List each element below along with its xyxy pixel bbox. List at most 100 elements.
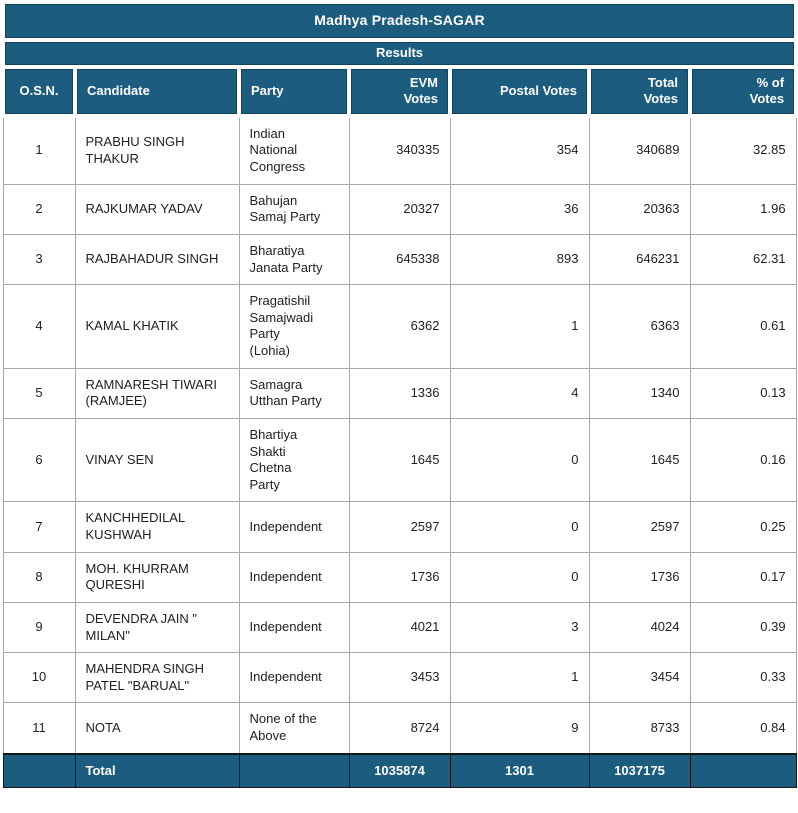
- cell-total: 1645: [588, 417, 691, 503]
- cell-osn: 7: [2, 501, 76, 553]
- total-cell-party: [238, 752, 350, 789]
- cell-evm: 8724: [348, 702, 451, 755]
- cell-party: Bharatiya Janata Party: [238, 233, 350, 286]
- cell-pct: 62.31: [689, 233, 797, 286]
- cell-candidate: VINAY SEN: [74, 417, 240, 503]
- cell-osn: 4: [2, 284, 76, 369]
- table-row: 3 RAJBAHADUR SINGH Bharatiya Janata Party 6…: [2, 233, 797, 286]
- cell-party: Pragatishil Samajwadi Party (Lohia): [238, 284, 350, 369]
- cell-postal: 4: [449, 367, 590, 419]
- cell-party: Indian National Congress: [238, 115, 350, 185]
- column-header-evm: EVM Votes: [347, 64, 452, 118]
- cell-postal: 0: [449, 501, 590, 553]
- cell-candidate: MAHENDRA SINGH PATEL "BARUAL": [74, 652, 240, 704]
- table-row: 11 NOTA None of the Above 8724 9 8733 0.84: [2, 702, 797, 755]
- results-subtitle: Results: [0, 37, 798, 69]
- cell-pct: 0.25: [689, 501, 797, 553]
- cell-postal: 354: [449, 115, 590, 185]
- cell-candidate: PRABHU SINGH THAKUR: [74, 115, 240, 185]
- cell-evm: 340335: [348, 115, 451, 185]
- cell-party: Independent: [238, 551, 350, 603]
- cell-total: 4024: [588, 601, 691, 654]
- cell-evm: 2597: [348, 501, 451, 553]
- cell-pct: 0.17: [689, 551, 797, 603]
- cell-postal: 9: [449, 702, 590, 755]
- cell-total: 3454: [588, 652, 691, 704]
- cell-total: 1340: [588, 367, 691, 419]
- cell-total: 340689: [588, 115, 691, 185]
- cell-postal: 3: [449, 601, 590, 654]
- cell-candidate: DEVENDRA JAIN " MILAN": [74, 601, 240, 654]
- total-cell-evm: 1035874: [348, 752, 451, 789]
- cell-party: Independent: [238, 601, 350, 654]
- cell-total: 1736: [588, 551, 691, 603]
- cell-osn: 2: [2, 183, 76, 235]
- column-header-osn: O.S.N.: [1, 64, 77, 118]
- cell-pct: 0.16: [689, 417, 797, 503]
- table-head: Madhya Pradesh-SAGAR Results O.S.N. Candi…: [0, 0, 798, 118]
- cell-candidate: RAJKUMAR YADAV: [74, 183, 240, 235]
- column-header-row: O.S.N. Candidate Party EVM Votes Postal Vote…: [1, 64, 798, 118]
- cell-candidate: KAMAL KHATIK: [74, 284, 240, 369]
- cell-postal: 0: [449, 551, 590, 603]
- cell-candidate: RAMNARESH TIWARI (RAMJEE): [74, 367, 240, 419]
- cell-evm: 4021: [348, 601, 451, 654]
- cell-osn: 6: [2, 417, 76, 503]
- table-body: 1 PRABHU SINGH THAKUR Indian National Cong…: [2, 115, 797, 755]
- cell-total: 20363: [588, 183, 691, 235]
- cell-evm: 645338: [348, 233, 451, 286]
- cell-evm: 1645: [348, 417, 451, 503]
- cell-pct: 0.84: [689, 702, 797, 755]
- title-row: Madhya Pradesh-SAGAR: [0, 0, 798, 42]
- cell-party: Independent: [238, 652, 350, 704]
- cell-total: 2597: [588, 501, 691, 553]
- cell-evm: 20327: [348, 183, 451, 235]
- table-row: 4 KAMAL KHATIK Pragatishil Samajwadi Party…: [2, 284, 797, 369]
- cell-candidate: NOTA: [74, 702, 240, 755]
- cell-candidate: KANCHHEDILAL KUSHWAH: [74, 501, 240, 553]
- cell-evm: 1336: [348, 367, 451, 419]
- cell-evm: 1736: [348, 551, 451, 603]
- cell-pct: 0.39: [689, 601, 797, 654]
- cell-osn: 10: [2, 652, 76, 704]
- table-row: 5 RAMNARESH TIWARI (RAMJEE) Samagra Utthan…: [2, 367, 797, 419]
- table-row: 9 DEVENDRA JAIN " MILAN" Independent 4021 3 4…: [2, 601, 797, 654]
- total-row: Total 1035874 1301 1037175: [2, 752, 797, 789]
- column-header-candidate: Candidate: [73, 64, 241, 118]
- cell-osn: 9: [2, 601, 76, 654]
- cell-candidate: MOH. KHURRAM QURESHI: [74, 551, 240, 603]
- cell-candidate: RAJBAHADUR SINGH: [74, 233, 240, 286]
- cell-party: Bahujan Samaj Party: [238, 183, 350, 235]
- cell-postal: 893: [449, 233, 590, 286]
- total-cell-postal: 1301: [449, 752, 590, 789]
- cell-osn: 5: [2, 367, 76, 419]
- total-cell-total: 1037175: [588, 752, 691, 789]
- total-cell-pct: [689, 752, 797, 789]
- column-header-pct: % of Votes: [687, 64, 798, 118]
- cell-evm: 6362: [348, 284, 451, 369]
- column-header-postal: Postal Votes: [448, 64, 591, 118]
- table-row: 1 PRABHU SINGH THAKUR Indian National Cong…: [2, 115, 797, 185]
- cell-evm: 3453: [348, 652, 451, 704]
- cell-postal: 36: [449, 183, 590, 235]
- table-row: 6 VINAY SEN Bhartiya Shakti Chetna Party 16…: [2, 417, 797, 503]
- cell-total: 646231: [588, 233, 691, 286]
- cell-total: 8733: [588, 702, 691, 755]
- cell-pct: 0.33: [689, 652, 797, 704]
- table-row: 8 MOH. KHURRAM QURESHI Independent 1736 0 173…: [2, 551, 797, 603]
- column-header-party: Party: [237, 64, 351, 118]
- cell-party: Independent: [238, 501, 350, 553]
- total-cell-osn: [2, 752, 76, 789]
- results-table: Madhya Pradesh-SAGAR Results O.S.N. Candi…: [0, 0, 798, 789]
- cell-postal: 1: [449, 652, 590, 704]
- cell-postal: 0: [449, 417, 590, 503]
- cell-osn: 8: [2, 551, 76, 603]
- cell-osn: 11: [2, 702, 76, 755]
- cell-pct: 32.85: [689, 115, 797, 185]
- table-row: 2 RAJKUMAR YADAV Bahujan Samaj Party 20327 3…: [2, 183, 797, 235]
- table-row: 7 KANCHHEDILAL KUSHWAH Independent 2597 0 259…: [2, 501, 797, 553]
- constituency-title: Madhya Pradesh-SAGAR: [0, 0, 798, 42]
- column-header-total: Total Votes: [587, 64, 692, 118]
- cell-postal: 1: [449, 284, 590, 369]
